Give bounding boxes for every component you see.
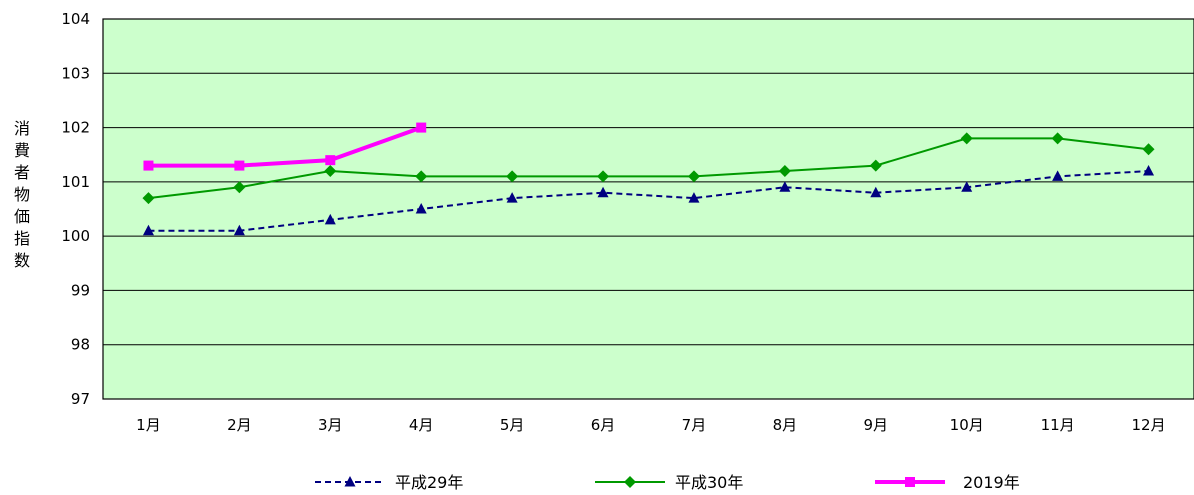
y-axis-label-char: 物 bbox=[14, 185, 30, 204]
x-tick-label: 8月 bbox=[773, 416, 798, 434]
x-tick-label: 7月 bbox=[682, 416, 707, 434]
data-point bbox=[416, 122, 427, 133]
data-point bbox=[960, 132, 973, 145]
x-tick-label: 11月 bbox=[1041, 416, 1075, 434]
x-tick-label: 9月 bbox=[864, 416, 889, 434]
y-tick-label: 99 bbox=[71, 281, 90, 299]
x-tick-label: 12月 bbox=[1131, 416, 1165, 434]
data-point bbox=[688, 192, 700, 203]
data-point bbox=[506, 170, 519, 183]
x-tick-label: 4月 bbox=[409, 416, 434, 434]
x-tick-label: 10月 bbox=[950, 416, 984, 434]
data-point bbox=[870, 186, 882, 198]
legend-item: 平成30年 bbox=[595, 473, 743, 492]
data-point bbox=[233, 181, 246, 194]
y-axis-label-char: 費 bbox=[14, 141, 30, 160]
data-point bbox=[597, 170, 610, 183]
legend-label: 平成30年 bbox=[675, 473, 743, 492]
y-tick-label: 100 bbox=[61, 227, 90, 245]
data-point bbox=[324, 213, 336, 225]
y-tick-label: 102 bbox=[61, 119, 90, 137]
data-point bbox=[143, 160, 154, 171]
series-line bbox=[148, 125, 422, 168]
data-point bbox=[779, 181, 791, 192]
legend-item: 平成29年 bbox=[315, 473, 463, 492]
y-axis-label-char: 数 bbox=[14, 251, 30, 270]
series-1 bbox=[142, 132, 1155, 205]
series-0 bbox=[142, 165, 1155, 236]
y-tick-label: 103 bbox=[61, 64, 90, 82]
data-point bbox=[869, 159, 882, 172]
series-group bbox=[142, 122, 1155, 236]
y-tick-label: 104 bbox=[61, 10, 90, 28]
data-point bbox=[1052, 170, 1064, 181]
data-point bbox=[324, 165, 337, 177]
x-tick-label: 6月 bbox=[591, 416, 616, 434]
y-tick-label: 97 bbox=[71, 390, 90, 408]
legend-marker bbox=[624, 476, 636, 488]
y-axis-label-char: 者 bbox=[14, 163, 30, 182]
y-axis-label-char: 価 bbox=[14, 207, 30, 226]
legend-marker bbox=[905, 477, 915, 487]
data-point bbox=[1051, 132, 1064, 145]
y-tick-label: 101 bbox=[61, 173, 90, 191]
data-point bbox=[142, 192, 155, 205]
data-point bbox=[961, 181, 973, 192]
x-tick-label: 2月 bbox=[227, 416, 252, 434]
data-point bbox=[506, 192, 518, 203]
data-point bbox=[778, 165, 791, 177]
legend-marker bbox=[344, 476, 356, 487]
y-axis-label-char: 指 bbox=[14, 229, 30, 248]
gridlines bbox=[103, 72, 1194, 346]
data-point bbox=[1143, 165, 1155, 176]
plot-area bbox=[102, 18, 1194, 400]
data-point bbox=[415, 203, 427, 214]
x-tick-label: 1月 bbox=[136, 416, 161, 434]
legend: 平成29年 平成30年 2019年 bbox=[315, 473, 1020, 492]
data-point bbox=[415, 170, 428, 183]
y-axis-ticks: 97 98 99 100 101 102 103 104 bbox=[61, 10, 90, 408]
y-tick-label: 98 bbox=[71, 336, 90, 354]
legend-label: 2019年 bbox=[963, 473, 1020, 492]
data-point bbox=[687, 170, 700, 183]
data-point bbox=[1142, 143, 1155, 156]
series-line bbox=[148, 137, 1149, 200]
data-point bbox=[597, 186, 609, 198]
data-point bbox=[142, 224, 154, 236]
legend-label: 平成29年 bbox=[395, 473, 463, 492]
data-point bbox=[325, 155, 336, 166]
x-axis-ticks: 1月 2月 3月 4月 5月 6月 7月 8月 9月 10月 11月 12月 bbox=[136, 416, 1165, 434]
series-line bbox=[148, 170, 1149, 232]
data-point bbox=[234, 160, 245, 171]
y-axis-label-char: 消 bbox=[14, 119, 30, 138]
x-tick-label: 5月 bbox=[500, 416, 525, 434]
series-2 bbox=[143, 122, 427, 171]
legend-item: 2019年 bbox=[875, 473, 1020, 492]
x-tick-label: 3月 bbox=[318, 416, 343, 434]
data-point bbox=[233, 224, 245, 236]
